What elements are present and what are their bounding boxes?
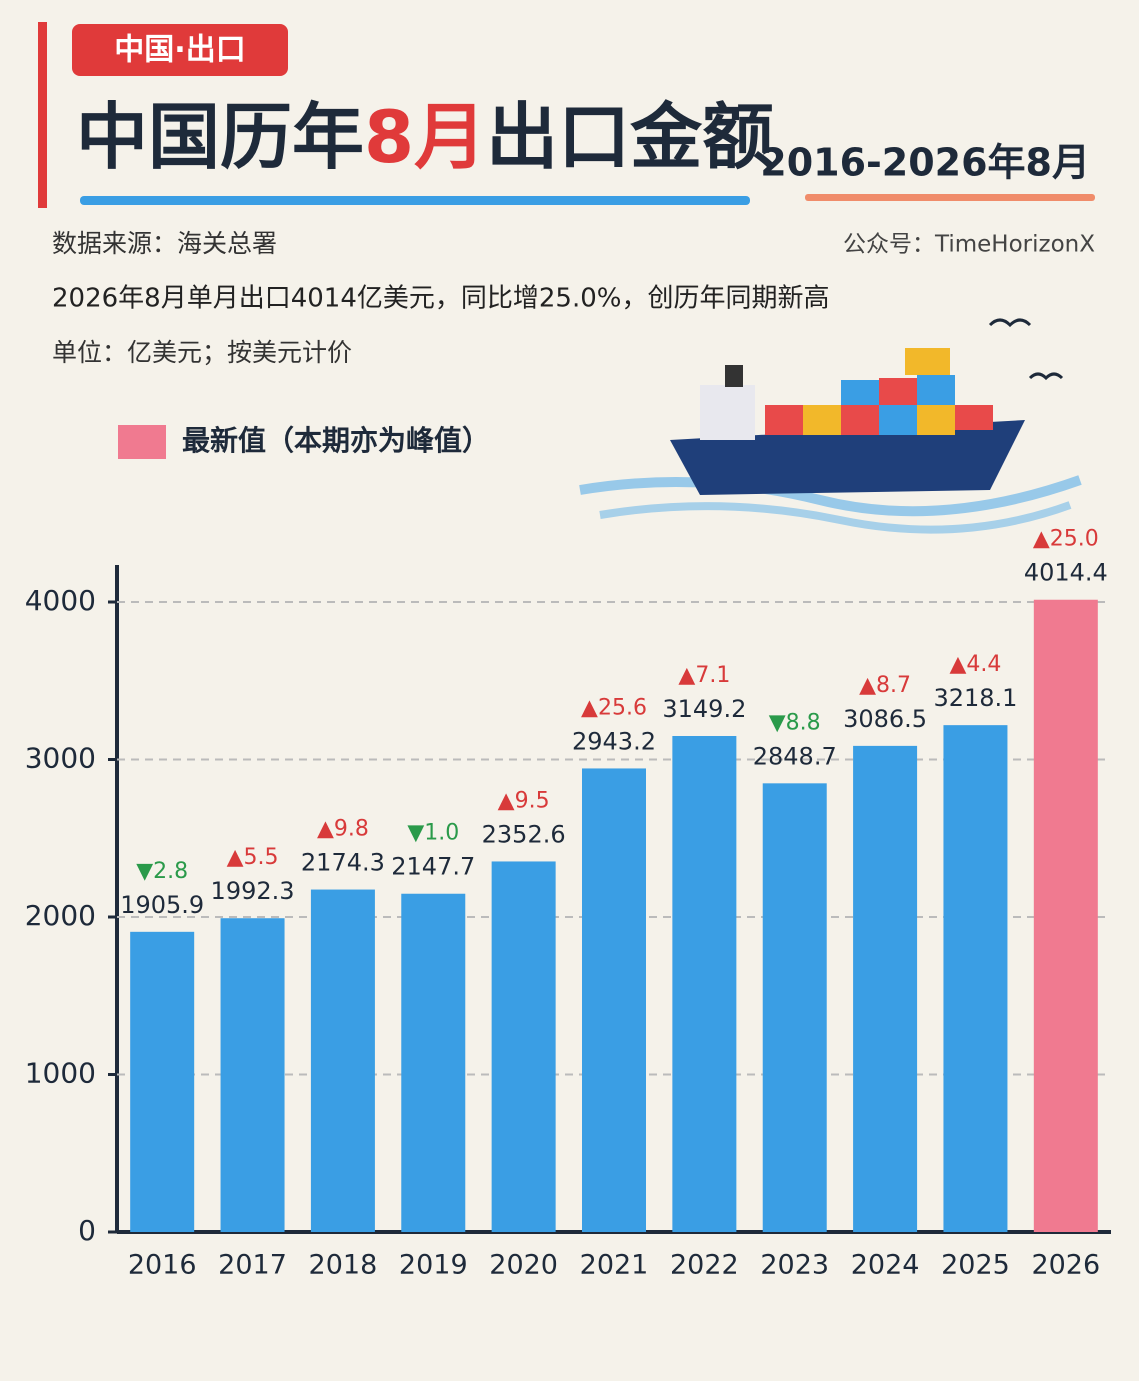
bar <box>943 725 1008 1232</box>
title: 中国历年8月出口金额 <box>76 95 774 179</box>
x-tick-label: 2020 <box>489 1250 558 1281</box>
x-tick-label: 2026 <box>1031 1250 1100 1281</box>
bar <box>853 745 918 1232</box>
y-tick-label: 3000 <box>25 742 96 775</box>
y-tick-label: 1000 <box>25 1057 96 1090</box>
x-tick-label: 2023 <box>760 1250 829 1281</box>
value-label: 2352.6 <box>482 820 566 848</box>
value-label: 3086.5 <box>843 705 927 733</box>
growth-label: ▲25.0 <box>1033 527 1099 552</box>
growth-label: ▲25.6 <box>581 695 647 720</box>
title-part: 出口金额 <box>486 95 774 179</box>
source: 数据来源：海关总署 <box>52 229 277 258</box>
bar <box>582 768 646 1232</box>
unit: 单位：亿美元；按美元计价 <box>52 338 352 367</box>
title-part: 中国历年 <box>76 95 364 179</box>
growth-label: ▲5.5 <box>227 845 279 870</box>
period: 2016-2026年8月 <box>760 141 1090 185</box>
legend-swatch <box>118 425 166 459</box>
accent-bar <box>38 22 47 208</box>
growth-label: ▼2.8 <box>136 859 188 884</box>
x-tick-label: 2021 <box>580 1250 649 1281</box>
y-tick-label: 0 <box>78 1214 96 1247</box>
value-label: 2848.7 <box>753 742 837 770</box>
x-tick-label: 2016 <box>128 1250 197 1281</box>
x-tick-label: 2022 <box>670 1250 739 1281</box>
growth-label: ▲4.4 <box>950 652 1002 677</box>
x-tick-label: 2025 <box>941 1250 1010 1281</box>
y-tick-label: 4000 <box>25 584 96 617</box>
growth-label: ▲9.8 <box>317 817 369 842</box>
title-highlight: 8月 <box>364 95 486 179</box>
value-label: 1905.9 <box>120 891 204 919</box>
bar <box>491 861 556 1232</box>
value-label: 2147.7 <box>391 853 475 881</box>
headline: 2026年8月单月出口4014亿美元，同比增25.0%，创历年同期新高 <box>52 284 829 314</box>
bar <box>220 918 285 1232</box>
tag: 中国·出口 <box>114 33 245 68</box>
title-underline <box>80 196 750 205</box>
value-label: 2943.2 <box>572 727 656 755</box>
value-label: 2174.3 <box>301 849 385 877</box>
value-label: 4014.4 <box>1024 559 1108 587</box>
value-label: 3218.1 <box>933 684 1017 712</box>
y-tick-label: 2000 <box>25 899 96 932</box>
growth-label: ▼1.0 <box>407 821 459 846</box>
bar <box>130 931 195 1232</box>
x-tick-label: 2019 <box>399 1250 468 1281</box>
value-label: 3149.2 <box>662 695 746 723</box>
ship-illustration <box>579 318 1082 534</box>
period-underline <box>805 194 1095 201</box>
value-label: 1992.3 <box>211 877 295 905</box>
x-tick-label: 2017 <box>218 1250 287 1281</box>
bar <box>310 889 375 1232</box>
x-tick-label: 2018 <box>309 1250 378 1281</box>
growth-label: ▲9.5 <box>498 788 550 813</box>
x-tick-label: 2024 <box>851 1250 920 1281</box>
account: 公众号：TimeHorizonX <box>843 232 1095 258</box>
bar <box>762 783 827 1232</box>
growth-label: ▲7.1 <box>678 663 730 688</box>
legend-label: 最新值（本期亦为峰值） <box>182 424 490 457</box>
growth-label: ▲8.7 <box>859 673 911 698</box>
tag-box <box>72 24 288 76</box>
growth-label: ▼8.8 <box>769 710 821 735</box>
bar <box>672 736 737 1232</box>
bar <box>1033 599 1098 1232</box>
bar <box>401 893 466 1232</box>
